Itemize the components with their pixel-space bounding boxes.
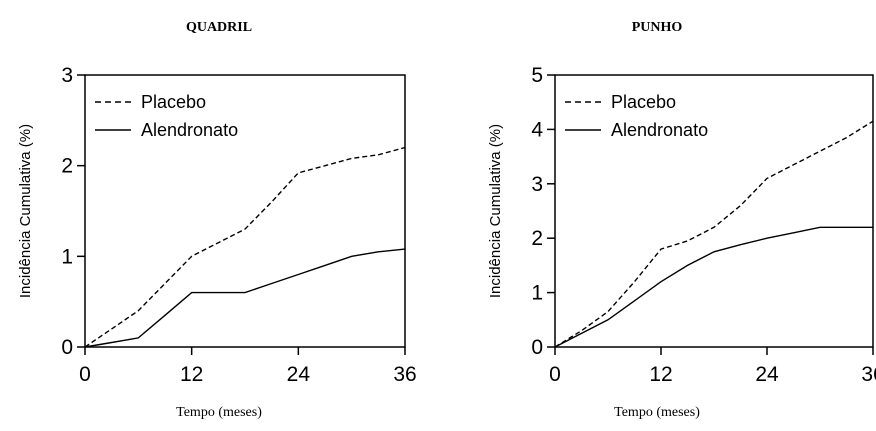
chart-svg: 0123450122436Incidência Cumulativa (%)Pl… — [487, 64, 876, 386]
y-tick-label: 2 — [531, 227, 543, 250]
x-tick-label: 36 — [393, 363, 416, 386]
y-tick-label: 1 — [531, 282, 543, 305]
series-line-placebo — [554, 120, 874, 348]
chart-title: PUNHO — [631, 20, 683, 35]
legend-label: Placebo — [141, 92, 206, 112]
series-line-alendronato — [84, 248, 406, 348]
y-tick-label: 0 — [61, 336, 73, 359]
y-tick-label: 1 — [61, 245, 73, 268]
y-tick-label: 0 — [531, 336, 543, 359]
legend-label: Placebo — [611, 92, 676, 112]
x-tick-label: 24 — [287, 363, 311, 386]
plot-frame — [554, 74, 874, 348]
x-tick-label: 36 — [861, 363, 876, 386]
x-tick-label: 12 — [180, 363, 203, 386]
legend-label: Alendronato — [141, 120, 238, 140]
y-tick-label: 4 — [531, 118, 543, 141]
y-axis-label: Incidência Cumulativa (%) — [17, 124, 34, 298]
y-tick-label: 2 — [61, 155, 73, 178]
x-axis-label: Tempo (meses) — [176, 405, 262, 420]
y-axis-label: Incidência Cumulativa (%) — [487, 124, 504, 298]
legend-label: Alendronato — [611, 120, 708, 140]
y-tick-label: 3 — [61, 64, 73, 87]
plot-frame — [84, 74, 406, 348]
chart-panel-punho: PUNHO 0123450122436Incidência Cumulativa… — [438, 0, 876, 431]
x-axis-label: Tempo (meses) — [614, 405, 700, 420]
chart-panel-quadril: QUADRIL 0 1 2 3 0 12 24 36 Incidência Cumulativa… — [17, 20, 417, 420]
x-tick-label: 0 — [549, 363, 561, 386]
x-tick-label: 12 — [649, 363, 672, 386]
chart-title: QUADRIL — [185, 20, 253, 35]
x-tick-label: 0 — [79, 363, 91, 386]
y-tick-label: 5 — [531, 64, 543, 87]
series-line-placebo — [84, 146, 406, 348]
y-tick-label: 3 — [531, 173, 543, 196]
x-tick-label: 24 — [755, 363, 779, 386]
series-line-alendronato — [554, 226, 873, 348]
